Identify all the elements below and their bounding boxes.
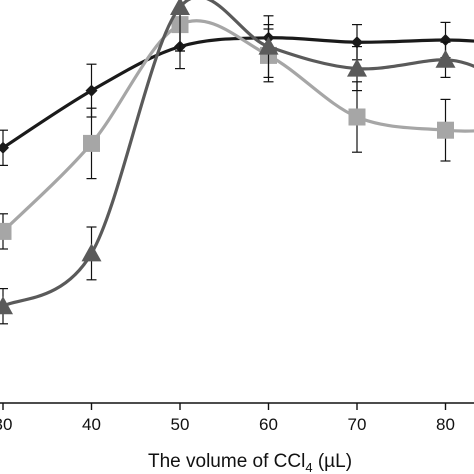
series-triangle bbox=[0, 0, 474, 325]
series-line bbox=[1, 19, 474, 233]
data-point-diamond bbox=[351, 36, 363, 49]
x-axis-title-unit: (µL) bbox=[313, 451, 352, 472]
x-tick-layer: 30 40 50 60 70 80 bbox=[0, 403, 455, 434]
x-tick-label: 30 bbox=[0, 415, 12, 434]
series-diamond bbox=[0, 21, 474, 166]
data-point-square bbox=[83, 134, 100, 152]
data-point-triangle bbox=[435, 49, 456, 68]
x-axis-title-text: The volume of CCl bbox=[148, 451, 305, 472]
data-point-diamond bbox=[0, 141, 9, 154]
x-tick-label: 60 bbox=[259, 415, 278, 434]
data-point-diamond bbox=[85, 84, 98, 97]
series-line bbox=[2, 36, 474, 150]
x-tick-label: 70 bbox=[348, 415, 367, 434]
data-point-triangle bbox=[170, 0, 190, 15]
data-point-triangle bbox=[347, 58, 367, 77]
x-axis-title-subscript: 4 bbox=[305, 460, 312, 474]
series-layer bbox=[0, 0, 474, 325]
x-axis-title: The volume of CCl4 (µL) bbox=[148, 451, 352, 474]
x-tick-label: 40 bbox=[82, 415, 101, 434]
data-point-triangle bbox=[81, 243, 102, 262]
data-point-diamond bbox=[439, 34, 452, 46]
x-tick-label: 80 bbox=[436, 415, 455, 434]
x-tick-label: 50 bbox=[171, 415, 190, 434]
data-point-square bbox=[0, 222, 12, 240]
data-point-triangle bbox=[258, 36, 279, 55]
series-line bbox=[2, 0, 474, 308]
series-square bbox=[0, 0, 474, 250]
data-point-square bbox=[348, 108, 366, 126]
data-point-triangle bbox=[0, 296, 13, 315]
data-point-square bbox=[437, 121, 454, 139]
